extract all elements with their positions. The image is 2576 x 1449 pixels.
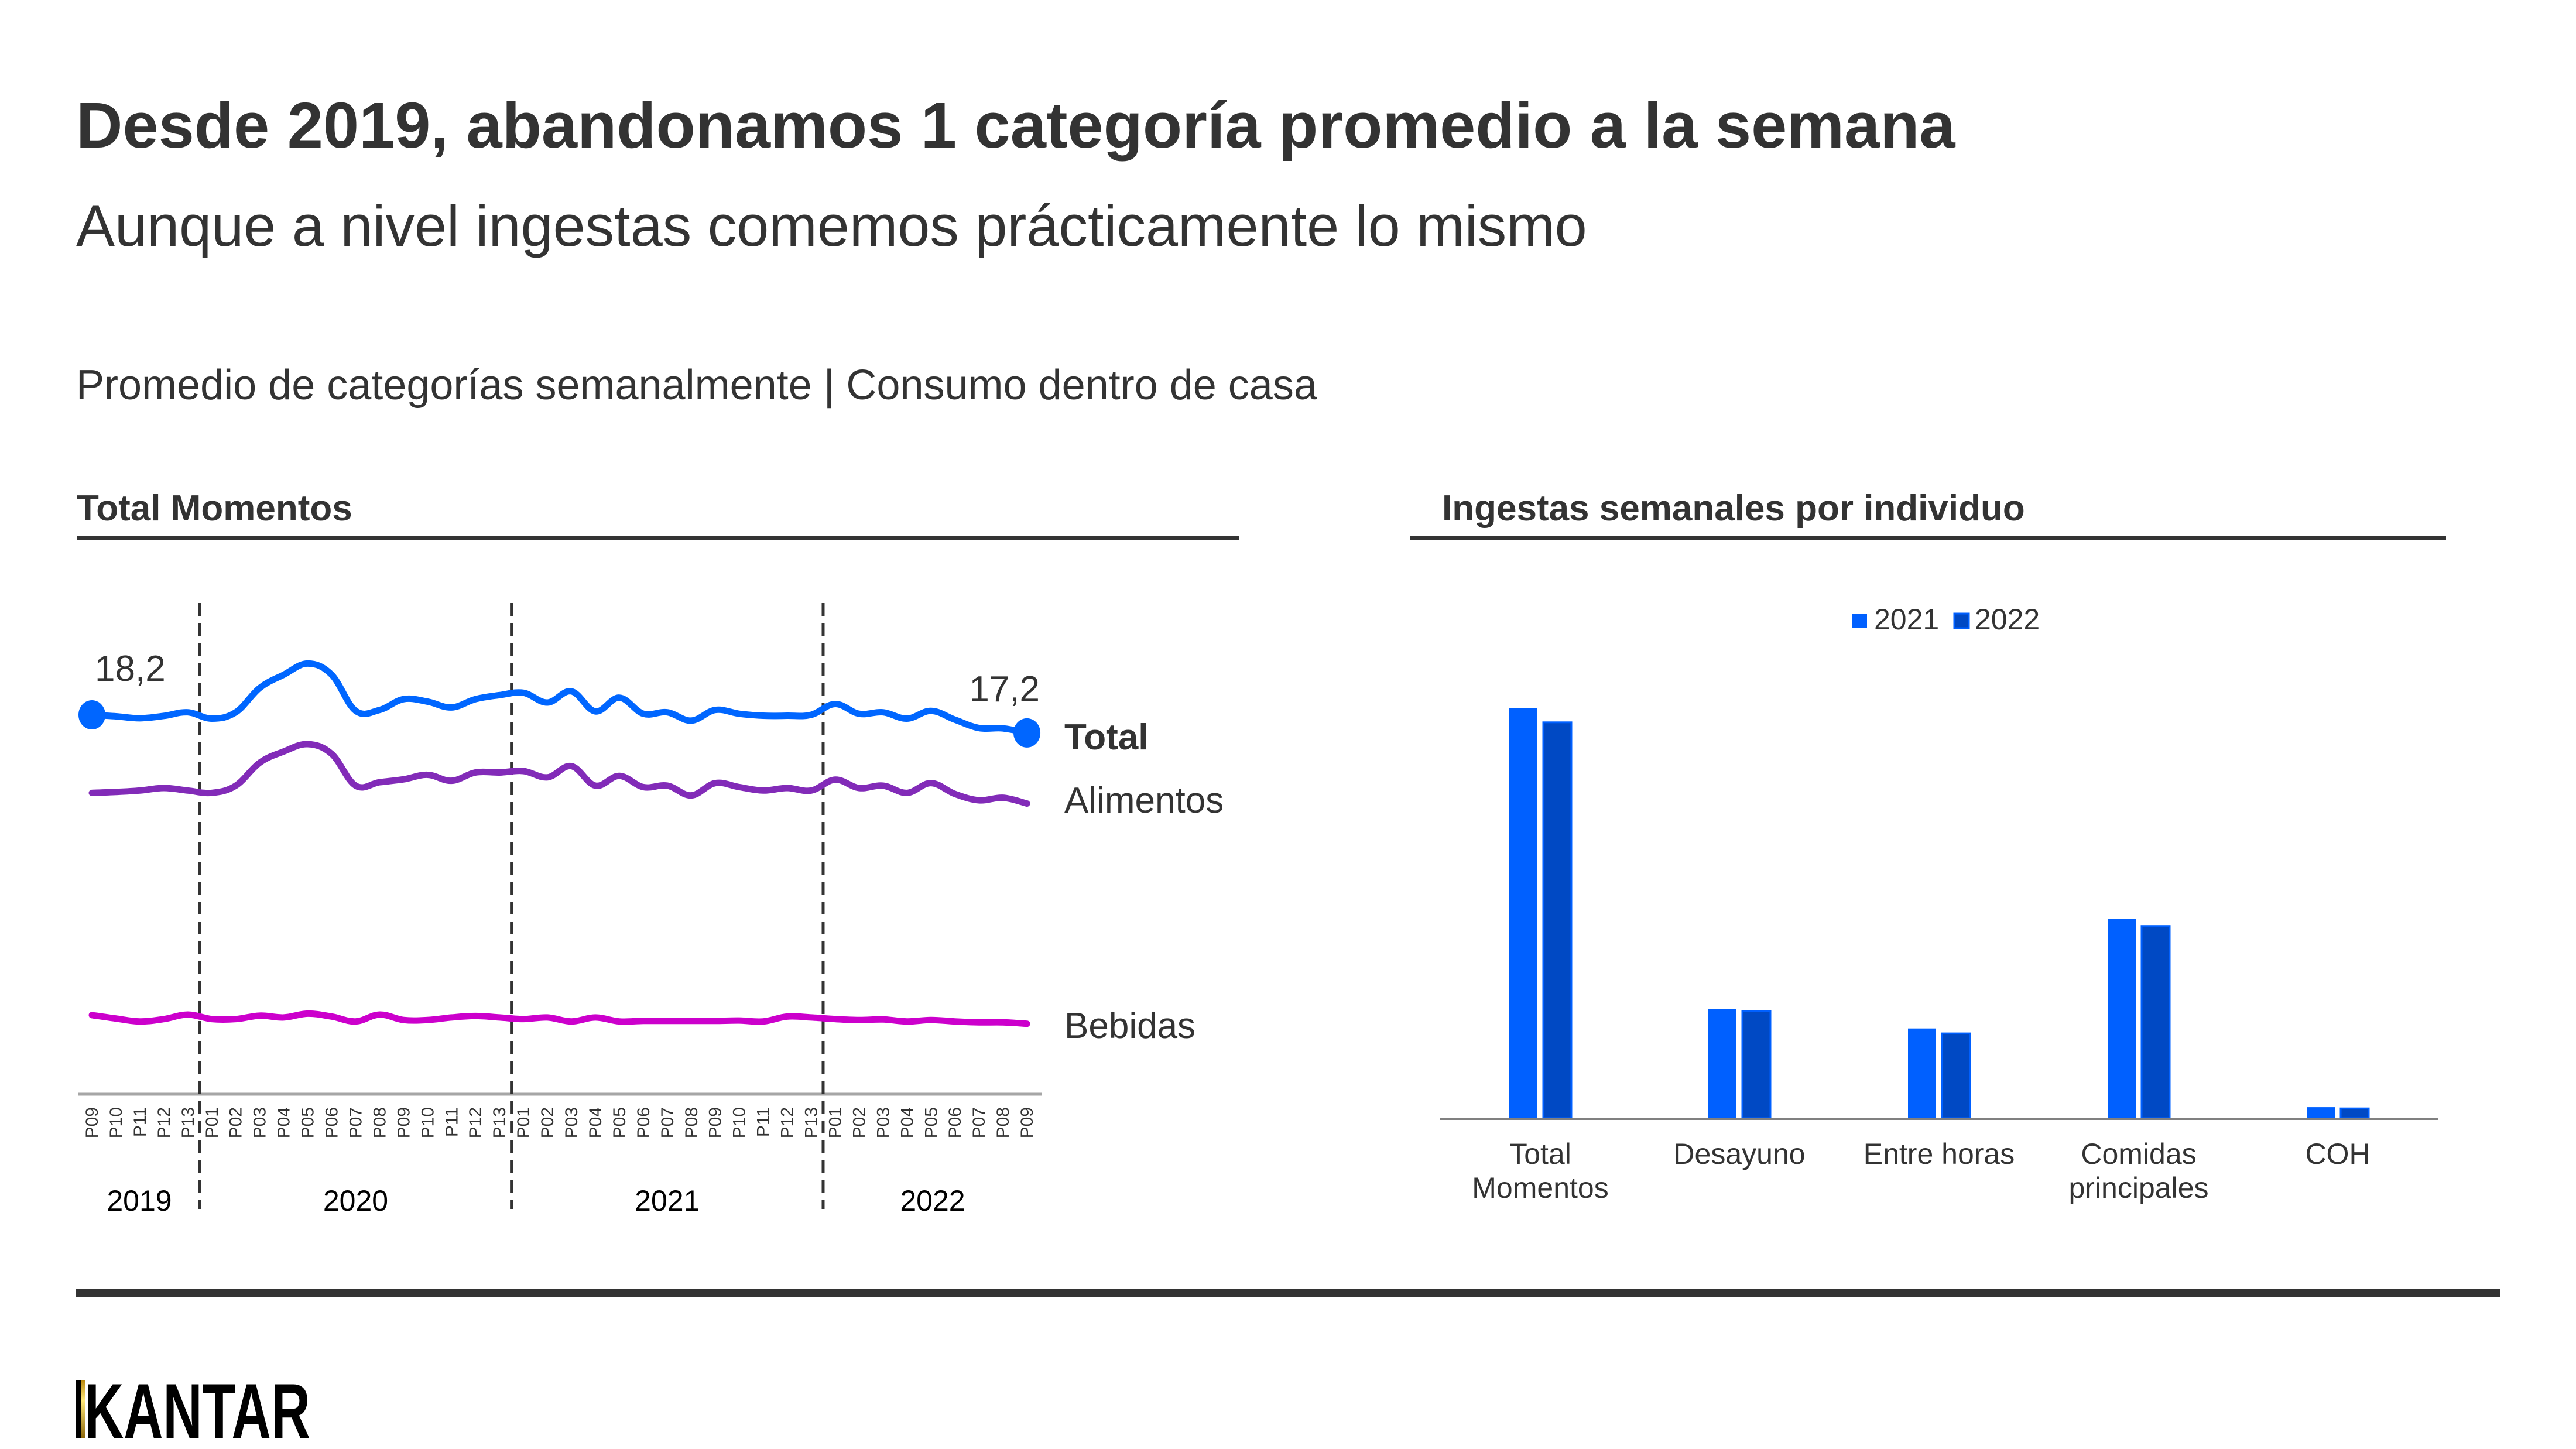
x-tick-label: P07 <box>346 1107 365 1138</box>
x-tick-label: P12 <box>466 1107 485 1138</box>
x-tick-label: P02 <box>538 1107 557 1138</box>
x-tick-label: P09 <box>394 1107 413 1138</box>
start-value-label: 18,2 <box>95 649 166 689</box>
bar-coh-2022 <box>2339 1107 2370 1119</box>
line-alimentos <box>88 741 1030 807</box>
x-tick-label: P12 <box>155 1107 174 1138</box>
kantar-logo: KANTAR <box>76 1379 310 1440</box>
footer-divider <box>76 1289 2500 1297</box>
line-bebidas <box>88 1010 1030 1027</box>
x-tick-label: P13 <box>179 1107 198 1138</box>
page-title: Desde 2019, abandonamos 1 categoría prom… <box>76 90 1955 162</box>
year-label: 2019 <box>107 1184 172 1217</box>
x-tick-label: P06 <box>946 1107 965 1138</box>
x-tick-label: P03 <box>562 1107 581 1138</box>
x-tick-label: P08 <box>994 1107 1013 1138</box>
series-label-alimentos: Alimentos <box>1064 780 1224 821</box>
x-tick-label: P04 <box>275 1107 294 1138</box>
bar-comidas-principales-2021 <box>2108 919 2136 1118</box>
x-tick-label: P04 <box>586 1107 605 1138</box>
x-tick-label: P10 <box>107 1107 126 1138</box>
x-tick-label: P05 <box>610 1107 629 1138</box>
x-tick-label: P07 <box>970 1107 989 1138</box>
category-label: Comidas principales <box>2068 1138 2208 1204</box>
bar-entre-horas-2021 <box>1908 1028 1936 1118</box>
x-tick-label: P01 <box>203 1107 222 1138</box>
x-tick-label: P06 <box>323 1107 342 1138</box>
legend-label-2021: 2021 <box>1874 603 1939 636</box>
left-panel-divider <box>77 536 1239 540</box>
x-tick-label: P10 <box>730 1107 749 1138</box>
bar-entre-horas-2022 <box>1941 1032 1971 1119</box>
category-label: COH <box>2305 1138 2370 1170</box>
category-label: Total Momentos <box>1472 1138 1608 1204</box>
legend-swatch-2022 <box>1953 612 1970 629</box>
x-tick-label: P11 <box>442 1107 461 1137</box>
line-chart: P09 P10 P11 P12 P13 P01 P02 P03 P04 P05 P06 P07 P08 P… <box>78 603 1224 1217</box>
x-tick-label: P02 <box>849 1107 869 1138</box>
x-tick-label: P08 <box>682 1107 701 1138</box>
x-tick-label: P09 <box>83 1107 102 1138</box>
x-tick-label: P01 <box>825 1107 845 1138</box>
x-tick-label: P13 <box>490 1107 509 1138</box>
left-panel-title: Total Momentos <box>77 488 352 529</box>
x-tick-label: P10 <box>418 1107 437 1138</box>
bar-legend: 2021 2022 <box>1852 603 2040 636</box>
page-subtitle: Aunque a nivel ingestas comemos práctica… <box>76 193 1587 258</box>
x-tick-label: P03 <box>873 1107 893 1138</box>
bar-comidas-principales-2022 <box>2140 925 2171 1119</box>
legend-swatch-2021 <box>1852 614 1867 628</box>
right-panel-title: Ingestas semanales por individuo <box>1442 488 2025 529</box>
x-tick-label: P12 <box>778 1107 797 1138</box>
x-tick-label: P05 <box>922 1107 941 1138</box>
year-label: 2020 <box>323 1184 388 1217</box>
start-marker <box>78 700 105 729</box>
logo-bar <box>76 1380 81 1438</box>
end-marker <box>1013 718 1041 748</box>
x-tick-label: P09 <box>1018 1107 1037 1138</box>
series-label-total: Total <box>1064 717 1149 758</box>
x-tick-label: P13 <box>802 1107 821 1138</box>
x-tick-label: P11 <box>131 1107 150 1137</box>
bar-chart: 2021 2022 Total Momentos Desayuno Entre horas… <box>1440 603 2438 1204</box>
end-value-label: 17,2 <box>969 669 1040 710</box>
x-tick-label: P08 <box>370 1107 389 1138</box>
x-tick-label: P02 <box>227 1107 246 1138</box>
chart-caption: Promedio de categorías semanalmente | Co… <box>76 362 1317 409</box>
series-label-bebidas: Bebidas <box>1064 1006 1195 1046</box>
category-label: Entre horas <box>1864 1138 2015 1170</box>
bar-coh-2021 <box>2307 1107 2335 1118</box>
right-panel-divider <box>1410 536 2446 540</box>
bar-desayuno-2022 <box>1741 1010 1772 1119</box>
x-tick-label: P01 <box>514 1107 533 1138</box>
logo-accent <box>81 1380 85 1438</box>
legend-label-2022: 2022 <box>1975 603 2040 636</box>
x-tick-label: P09 <box>706 1107 725 1138</box>
logo-text: KANTAR <box>84 1379 310 1440</box>
line-total <box>88 660 1030 737</box>
year-label: 2021 <box>635 1184 700 1217</box>
x-tick-label: P07 <box>658 1107 677 1138</box>
bar-total-momentos-2022 <box>1542 721 1573 1119</box>
x-tick-label: P05 <box>299 1107 318 1138</box>
category-label: Desayuno <box>1673 1138 1805 1170</box>
x-tick-label: P11 <box>754 1107 773 1137</box>
bar-total-momentos-2021 <box>1509 708 1537 1118</box>
bar-desayuno-2021 <box>1708 1009 1736 1118</box>
year-label: 2022 <box>900 1184 965 1217</box>
x-tick-label: P06 <box>634 1107 653 1138</box>
x-tick-label: P03 <box>251 1107 270 1138</box>
x-tick-label: P04 <box>898 1107 917 1138</box>
